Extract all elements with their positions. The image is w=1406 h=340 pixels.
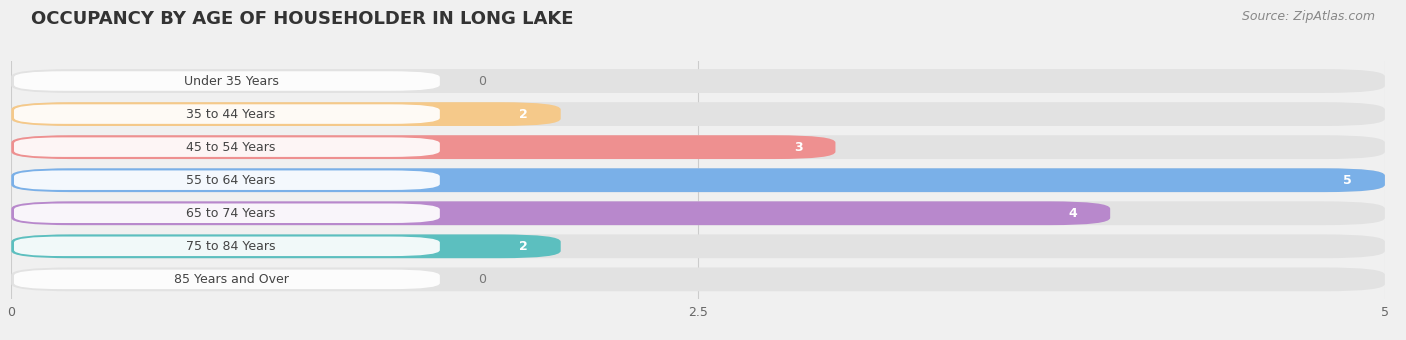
Text: 45 to 54 Years: 45 to 54 Years	[187, 141, 276, 154]
Text: 75 to 84 Years: 75 to 84 Years	[186, 240, 276, 253]
Text: OCCUPANCY BY AGE OF HOUSEHOLDER IN LONG LAKE: OCCUPANCY BY AGE OF HOUSEHOLDER IN LONG …	[31, 10, 574, 28]
FancyBboxPatch shape	[11, 201, 1111, 225]
Text: 35 to 44 Years: 35 to 44 Years	[187, 107, 276, 121]
FancyBboxPatch shape	[14, 71, 440, 91]
FancyBboxPatch shape	[11, 268, 1385, 291]
Text: Under 35 Years: Under 35 Years	[184, 74, 278, 87]
Text: 2: 2	[519, 240, 527, 253]
FancyBboxPatch shape	[11, 234, 561, 258]
Text: 3: 3	[794, 141, 803, 154]
FancyBboxPatch shape	[11, 168, 1385, 192]
FancyBboxPatch shape	[11, 234, 1385, 258]
FancyBboxPatch shape	[11, 201, 1385, 225]
FancyBboxPatch shape	[14, 204, 440, 223]
FancyBboxPatch shape	[11, 102, 1385, 126]
FancyBboxPatch shape	[14, 170, 440, 190]
Text: 5: 5	[1343, 174, 1353, 187]
Text: 55 to 64 Years: 55 to 64 Years	[187, 174, 276, 187]
Text: 0: 0	[478, 74, 486, 87]
FancyBboxPatch shape	[14, 104, 440, 124]
Text: 2: 2	[519, 107, 527, 121]
FancyBboxPatch shape	[11, 69, 1385, 93]
Text: 4: 4	[1069, 207, 1077, 220]
Text: Source: ZipAtlas.com: Source: ZipAtlas.com	[1241, 10, 1375, 23]
FancyBboxPatch shape	[14, 137, 440, 157]
Text: 65 to 74 Years: 65 to 74 Years	[187, 207, 276, 220]
FancyBboxPatch shape	[11, 135, 1385, 159]
FancyBboxPatch shape	[11, 102, 561, 126]
Text: 85 Years and Over: 85 Years and Over	[173, 273, 288, 286]
Text: 0: 0	[478, 273, 486, 286]
FancyBboxPatch shape	[14, 270, 440, 289]
FancyBboxPatch shape	[14, 237, 440, 256]
FancyBboxPatch shape	[11, 135, 835, 159]
FancyBboxPatch shape	[11, 168, 1385, 192]
